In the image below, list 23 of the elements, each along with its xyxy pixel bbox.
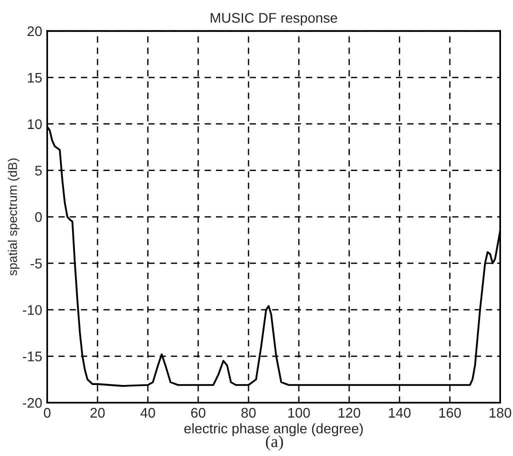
- y-tick-label: 20: [28, 26, 42, 36]
- x-tick-label: 80: [241, 408, 256, 418]
- y-tick-label: -15: [22, 352, 42, 362]
- y-tick-label: -10: [22, 305, 42, 315]
- x-tick-label: 60: [191, 408, 206, 418]
- text: (a): [266, 435, 283, 451]
- x-tick-label: 20: [90, 408, 105, 418]
- x-tick-label: 100: [288, 408, 310, 418]
- y-tick-label: 10: [28, 119, 42, 130]
- chart-title: MUSIC DF response: [210, 12, 338, 26]
- y-tick-label: 0: [35, 212, 42, 222]
- x-axis-title: electric phase angle (degree): [184, 423, 363, 436]
- x-tick-label: 180: [490, 408, 512, 418]
- x-tick-label: 0: [44, 408, 51, 418]
- y-axis-title: spatial spectrum (dB): [8, 158, 20, 276]
- x-tick-label: 160: [439, 408, 461, 418]
- y-tick-label: -5: [30, 258, 42, 268]
- y-tick-label: 15: [28, 72, 42, 83]
- y-tick-label: -20: [22, 398, 42, 408]
- x-tick-label: 140: [388, 408, 411, 418]
- x-tick-label: 40: [140, 408, 156, 418]
- x-tick-label: 120: [338, 408, 360, 418]
- y-tick-label: 5: [35, 166, 42, 176]
